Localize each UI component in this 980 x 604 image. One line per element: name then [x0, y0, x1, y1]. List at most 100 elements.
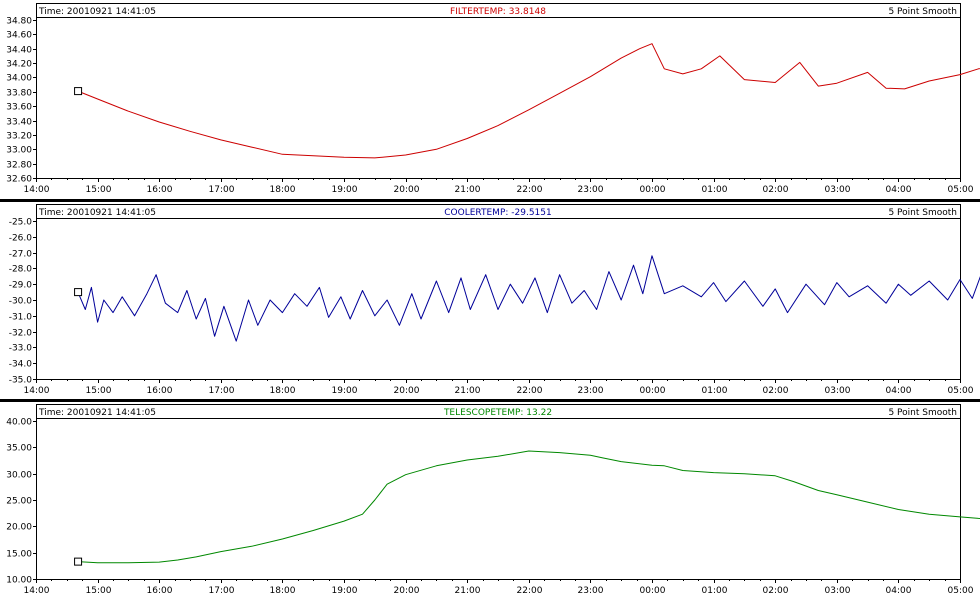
x-tick-label: 23:00 [578, 185, 604, 195]
x-tick-label: 21:00 [455, 386, 481, 396]
y-tick-label: -32.0 [9, 329, 33, 339]
telescopetemp-panel: Time: 20010921 14:41:05 TELESCOPETEMP: 13… [0, 401, 980, 601]
y-tick-label: -27.0 [9, 250, 33, 260]
telescopetemp-chart: Time: 20010921 14:41:05 TELESCOPETEMP: 13… [6, 404, 980, 596]
y-tick-label: 40.00 [6, 418, 32, 428]
x-tick-label: 15:00 [86, 185, 112, 195]
x-tick-label: 01:00 [702, 586, 728, 596]
y-tick-label: -33.0 [9, 344, 33, 354]
panel-divider [0, 399, 980, 402]
y-tick-label: 34.80 [6, 17, 32, 27]
y-tick-label: 35.00 [6, 444, 32, 454]
x-tick-label: 04:00 [886, 185, 912, 195]
plot-frame [36, 3, 961, 179]
chart-title: COOLERTEMP: -29.5151 [444, 208, 552, 218]
x-tick-label: 14:00 [24, 185, 50, 195]
x-tick-label: 20:00 [394, 586, 420, 596]
chart-title: FILTERTEMP: 33.8148 [450, 7, 546, 17]
x-tick-label: 03:00 [825, 386, 851, 396]
x-tick-label: 02:00 [763, 386, 789, 396]
y-tick-label: -34.0 [9, 360, 33, 370]
filtertemp-chart: Time: 20010921 14:41:05 FILTERTEMP: 33.81… [6, 3, 980, 195]
y-tick-label: -26.0 [9, 234, 33, 244]
x-tick-label: 16:00 [147, 185, 173, 195]
x-tick-label: 03:00 [825, 185, 851, 195]
x-tick-label: 20:00 [394, 386, 420, 396]
y-tick-label: 34.20 [6, 60, 32, 70]
y-tick-label: 34.40 [6, 46, 32, 56]
coolertemp-panel: Time: 20010921 14:41:05 COOLERTEMP: -29.5… [0, 201, 980, 401]
x-tick-label: 00:00 [640, 185, 666, 195]
x-tick-label: 18:00 [270, 586, 296, 596]
x-tick-label: 03:00 [825, 586, 851, 596]
x-tick-label: 19:00 [332, 386, 358, 396]
x-tick-label: 18:00 [270, 185, 296, 195]
x-tick-label: 17:00 [209, 586, 235, 596]
x-tick-label: 01:00 [702, 386, 728, 396]
series-line [77, 43, 980, 159]
header-smooth: 5 Point Smooth [888, 408, 957, 418]
x-tick-label: 04:00 [886, 586, 912, 596]
x-tick-label: 02:00 [763, 185, 789, 195]
filtertemp-panel: Time: 20010921 14:41:05 FILTERTEMP: 33.81… [0, 0, 980, 200]
x-tick-label: 05:00 [948, 586, 974, 596]
y-tick-label: -29.0 [9, 281, 33, 291]
y-tick-label: 20.00 [6, 523, 32, 533]
y-tick-label: 34.60 [6, 31, 32, 41]
x-tick-label: 23:00 [578, 586, 604, 596]
y-tick-label: 33.00 [6, 146, 32, 156]
y-tick-label: -25.0 [9, 218, 33, 228]
x-tick-label: 22:00 [517, 386, 543, 396]
x-tick-label: 17:00 [209, 386, 235, 396]
x-tick-label: 16:00 [147, 386, 173, 396]
series-line [77, 255, 980, 342]
y-tick-label: 33.40 [6, 118, 32, 128]
x-tick-label: 22:00 [517, 185, 543, 195]
x-tick-label: 22:00 [517, 586, 543, 596]
y-tick-label: 33.60 [6, 103, 32, 113]
y-tick-label: -30.0 [9, 297, 33, 307]
header-smooth: 5 Point Smooth [888, 7, 957, 17]
header-time: Time: 20010921 14:41:05 [38, 7, 156, 17]
series-line [77, 450, 980, 564]
x-tick-label: 15:00 [86, 386, 112, 396]
x-tick-label: 18:00 [270, 386, 296, 396]
y-tick-label: 32.60 [6, 175, 32, 185]
x-tick-label: 00:00 [640, 386, 666, 396]
x-tick-label: 21:00 [455, 185, 481, 195]
y-tick-label: -31.0 [9, 313, 33, 323]
start-marker [74, 288, 83, 297]
plot-frame [36, 404, 961, 580]
x-tick-label: 16:00 [147, 586, 173, 596]
x-tick-label: 15:00 [86, 586, 112, 596]
panel-divider [0, 199, 980, 202]
x-tick-label: 00:00 [640, 586, 666, 596]
y-tick-label: 32.80 [6, 161, 32, 171]
start-marker [74, 87, 83, 96]
header-time: Time: 20010921 14:41:05 [38, 208, 156, 218]
header-time: Time: 20010921 14:41:05 [38, 408, 156, 418]
y-tick-label: 33.20 [6, 132, 32, 142]
x-tick-label: 23:00 [578, 386, 604, 396]
x-tick-label: 04:00 [886, 386, 912, 396]
x-tick-label: 05:00 [948, 185, 974, 195]
y-tick-label: 30.00 [6, 471, 32, 481]
x-tick-label: 20:00 [394, 185, 420, 195]
y-tick-label: 10.00 [6, 576, 32, 586]
y-tick-label: 15.00 [6, 550, 32, 560]
x-tick-label: 19:00 [332, 185, 358, 195]
x-tick-label: 02:00 [763, 586, 789, 596]
y-tick-label: 34.00 [6, 74, 32, 84]
x-tick-label: 05:00 [948, 386, 974, 396]
header-smooth: 5 Point Smooth [888, 208, 957, 218]
y-tick-label: -28.0 [9, 265, 33, 275]
y-tick-label: -35.0 [9, 376, 33, 386]
chart-title: TELESCOPETEMP: 13.22 [443, 408, 552, 418]
coolertemp-chart: Time: 20010921 14:41:05 COOLERTEMP: -29.5… [9, 204, 980, 396]
x-tick-label: 21:00 [455, 586, 481, 596]
plot-frame [36, 204, 961, 380]
start-marker [74, 557, 83, 566]
x-tick-label: 01:00 [702, 185, 728, 195]
y-tick-label: 25.00 [6, 497, 32, 507]
y-tick-label: 33.80 [6, 89, 32, 99]
